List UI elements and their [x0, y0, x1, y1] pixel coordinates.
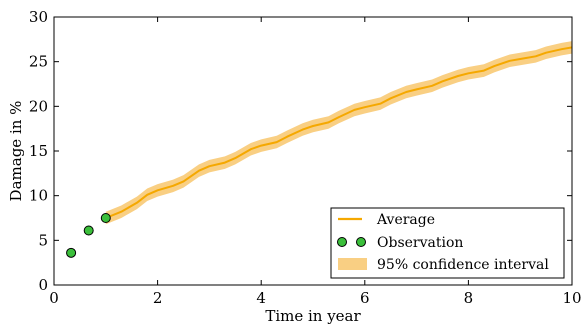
legend-label-confidence: 95% confidence interval: [377, 257, 549, 273]
y-tick-label: 25: [29, 53, 48, 71]
observation-point: [66, 247, 77, 258]
legend-swatch-observation-1: [337, 237, 347, 247]
observation-point: [100, 213, 111, 223]
legend-swatch-confidence: [338, 258, 367, 270]
y-tick-label: 20: [29, 97, 48, 115]
observation-points-layer: [66, 213, 111, 258]
y-tick-label: 10: [29, 187, 48, 205]
confidence-band-layer: [105, 41, 573, 225]
axis-ticks-layer: 0 2 4 6 8 10 0 5 10 15 20 25 30: [29, 8, 582, 307]
x-tick-label: 6: [360, 289, 370, 307]
x-tick-label: 2: [153, 289, 163, 307]
observation-point: [83, 225, 94, 236]
legend-swatch-observation-2: [356, 237, 366, 247]
legend-box: [330, 207, 565, 279]
confidence-band: [105, 41, 573, 225]
x-axis-title: Time in year: [265, 307, 361, 325]
y-axis-title: Damage in %: [7, 101, 25, 202]
legend: Average Observation 95% confidence inter…: [330, 207, 565, 279]
x-tick-label: 4: [256, 289, 266, 307]
average-line-layer: [105, 46, 573, 219]
x-tick-label: 0: [49, 289, 59, 307]
y-tick-label: 5: [38, 231, 48, 249]
legend-label-average: Average: [376, 212, 435, 228]
y-tick-label: 15: [29, 142, 48, 160]
x-tick-label: 8: [464, 289, 474, 307]
x-tick-label: 10: [562, 289, 581, 307]
legend-label-observation: Observation: [377, 235, 463, 251]
y-tick-label: 0: [38, 276, 48, 294]
y-tick-label: 30: [29, 8, 48, 26]
average-line: [105, 46, 573, 219]
